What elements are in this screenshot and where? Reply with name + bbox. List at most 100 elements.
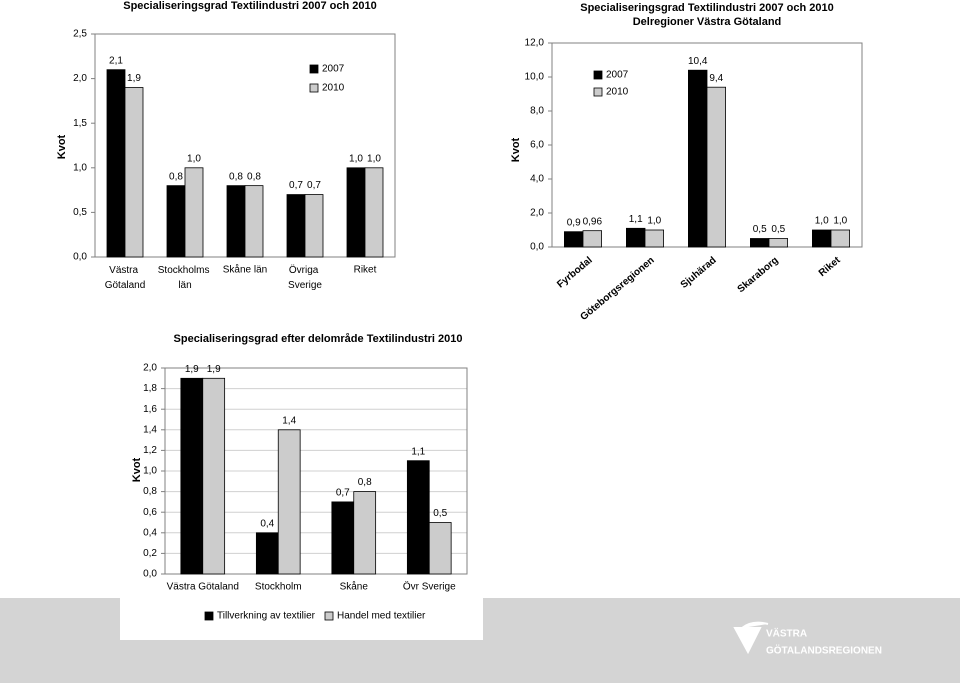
y-axis-label: Kvot bbox=[510, 137, 522, 162]
legend-label: Handel med textilier bbox=[337, 611, 426, 622]
bar bbox=[304, 194, 324, 258]
value-label: 2,1 bbox=[109, 55, 123, 66]
y-tick-label: 10,0 bbox=[525, 72, 545, 83]
x-tick-label: Västra Götaland bbox=[167, 582, 239, 593]
legend-label: 2010 bbox=[322, 83, 345, 94]
x-tick-label: Övriga Sverige bbox=[288, 264, 322, 291]
y-tick-label: 1,6 bbox=[143, 404, 157, 415]
legend-label: 2007 bbox=[606, 70, 629, 81]
bar bbox=[564, 231, 584, 248]
y-tick-label: 0,6 bbox=[143, 507, 157, 518]
value-label: 0,8 bbox=[247, 171, 261, 182]
bar bbox=[255, 532, 279, 575]
bar bbox=[124, 87, 144, 258]
value-label: 9,4 bbox=[709, 73, 723, 84]
x-tick-label: Fyrbodal bbox=[555, 255, 595, 291]
bar bbox=[364, 167, 384, 258]
value-label: 0,7 bbox=[336, 488, 350, 499]
legend-swatch bbox=[324, 611, 334, 621]
value-label: 0,8 bbox=[358, 477, 372, 488]
y-tick-label: 4,0 bbox=[530, 174, 544, 185]
y-tick-label: 8,0 bbox=[530, 106, 544, 117]
x-tick-label: Riket bbox=[817, 254, 843, 279]
bar bbox=[244, 185, 264, 258]
value-label: 0,96 bbox=[583, 216, 603, 227]
bar bbox=[812, 229, 832, 248]
logo-line1: VÄSTRA bbox=[766, 627, 807, 640]
y-tick-label: 0,8 bbox=[143, 486, 157, 497]
y-tick-label: 2,0 bbox=[73, 73, 87, 84]
y-tick-label: 1,8 bbox=[143, 383, 157, 394]
y-tick-label: 0,0 bbox=[73, 252, 87, 263]
value-label: 1,9 bbox=[185, 364, 199, 375]
value-label: 1,0 bbox=[367, 153, 381, 164]
legend-label: 2010 bbox=[606, 87, 629, 98]
legend-label: Tillverkning av textilier bbox=[217, 611, 316, 622]
value-label: 1,0 bbox=[187, 153, 201, 164]
bar bbox=[277, 429, 301, 575]
legend-swatch bbox=[309, 64, 319, 74]
legend-swatch bbox=[204, 611, 214, 621]
bar bbox=[180, 377, 204, 575]
value-label: 0,9 bbox=[567, 217, 581, 228]
bar bbox=[768, 238, 789, 248]
chart-title: Specialiseringsgrad Textilindustri 2007 … bbox=[123, 0, 377, 12]
y-tick-label: 1,0 bbox=[73, 162, 87, 173]
y-tick-label: 0,0 bbox=[143, 569, 157, 580]
value-label: 1,9 bbox=[127, 73, 141, 84]
value-label: 0,7 bbox=[289, 180, 303, 191]
bar bbox=[286, 194, 306, 258]
value-label: 1,0 bbox=[815, 216, 829, 227]
bar bbox=[184, 167, 204, 258]
value-label: 0,8 bbox=[229, 171, 243, 182]
value-label: 0,5 bbox=[433, 508, 447, 519]
value-label: 0,4 bbox=[260, 518, 274, 529]
bar bbox=[582, 230, 603, 248]
y-axis-label: Kvot bbox=[56, 134, 68, 159]
value-label: 1,0 bbox=[647, 216, 661, 227]
legend-swatch bbox=[309, 83, 319, 93]
y-tick-label: 1,5 bbox=[73, 118, 87, 129]
logo-line2: GÖTALANDSREGIONEN bbox=[766, 644, 882, 657]
y-tick-label: 12,0 bbox=[525, 38, 545, 49]
y-tick-label: 0,5 bbox=[73, 207, 87, 218]
value-label: 0,5 bbox=[771, 224, 785, 235]
x-tick-label: Västra Götaland bbox=[105, 265, 146, 291]
x-tick-label: Skåne län bbox=[223, 264, 267, 276]
value-label: 0,8 bbox=[169, 171, 183, 182]
x-tick-label: Skaraborg bbox=[736, 255, 781, 295]
bar bbox=[226, 185, 246, 258]
bar bbox=[406, 460, 430, 575]
x-tick-label: Skåne bbox=[340, 581, 369, 593]
x-tick-label: Stockholms län bbox=[158, 265, 212, 291]
bar bbox=[106, 69, 126, 258]
value-label: 1,0 bbox=[349, 153, 363, 164]
y-axis-label: Kvot bbox=[131, 457, 143, 482]
bar bbox=[346, 167, 366, 258]
bar bbox=[353, 491, 377, 575]
chart-subtitle: Delregioner Västra Götaland bbox=[633, 16, 782, 28]
bar bbox=[750, 238, 770, 248]
legend-box bbox=[120, 598, 483, 640]
bar bbox=[331, 501, 355, 575]
y-tick-label: 0,4 bbox=[143, 527, 157, 538]
bar bbox=[202, 377, 226, 575]
bar bbox=[626, 227, 646, 248]
bar bbox=[706, 86, 727, 248]
legend-swatch bbox=[593, 70, 603, 80]
y-tick-label: 1,0 bbox=[143, 466, 157, 477]
bar bbox=[166, 185, 186, 258]
legend-swatch bbox=[593, 87, 603, 97]
y-tick-label: 0,2 bbox=[143, 548, 157, 559]
x-tick-label: Stockholm bbox=[255, 582, 302, 593]
value-label: 0,7 bbox=[307, 180, 321, 191]
value-label: 1,9 bbox=[207, 364, 221, 375]
x-tick-label: Övr Sverige bbox=[403, 581, 456, 593]
bar bbox=[830, 229, 851, 248]
x-tick-label: Riket bbox=[354, 265, 377, 276]
value-label: 1,0 bbox=[833, 216, 847, 227]
value-label: 10,4 bbox=[688, 56, 708, 67]
plot-frame bbox=[164, 367, 468, 575]
